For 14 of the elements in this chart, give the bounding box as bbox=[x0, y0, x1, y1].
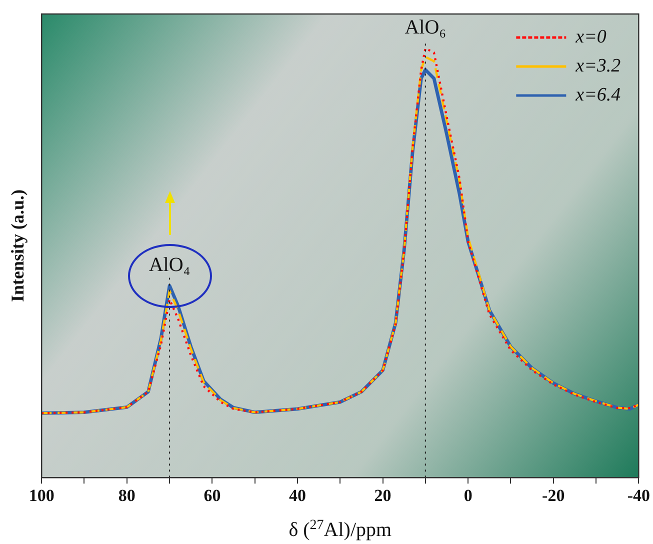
x-tick-label: -40 bbox=[627, 486, 650, 506]
x-tick-label: 100 bbox=[28, 486, 54, 506]
legend-label: x=6.4 bbox=[574, 84, 622, 106]
legend-label: x=3.2 bbox=[574, 56, 622, 76]
ref-line-label: AlO₆ bbox=[404, 16, 446, 39]
x-tick-label: 0 bbox=[464, 486, 472, 506]
x-tick-label: 40 bbox=[288, 486, 306, 506]
x-tick-label: -20 bbox=[542, 486, 565, 506]
x-tick-label: 20 bbox=[374, 486, 392, 506]
x-tick-label: 60 bbox=[204, 486, 221, 506]
x-tick-label: 80 bbox=[118, 486, 136, 506]
ref-line-label: AlO₄ bbox=[148, 254, 190, 276]
legend-label: x=0 bbox=[574, 26, 607, 48]
y-axis-title: Intensity (a.u.) bbox=[7, 190, 28, 302]
